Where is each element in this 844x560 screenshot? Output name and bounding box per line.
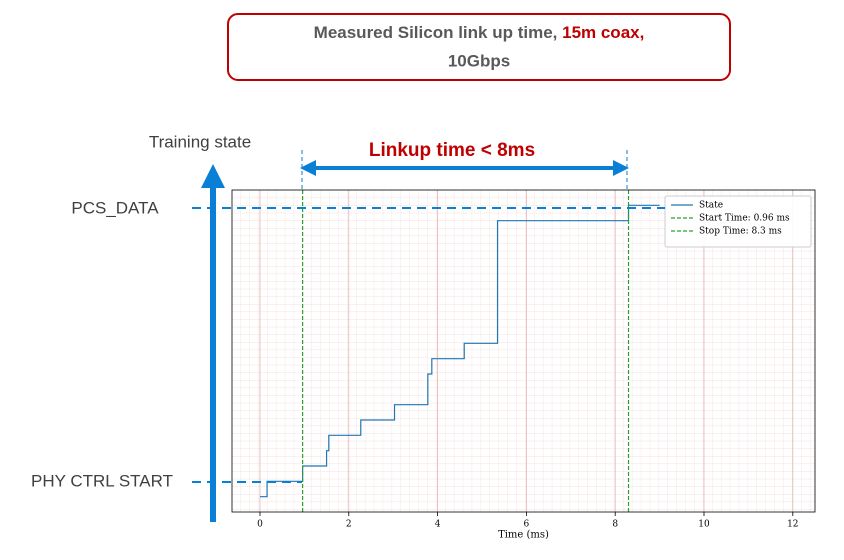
- state-label: PCS_DATA: [71, 198, 159, 217]
- legend-label: Stop Time: 8.3 ms: [699, 227, 782, 237]
- title-text: 10Gbps: [448, 51, 510, 70]
- title-highlight: 15m coax,: [562, 23, 644, 42]
- x-tick-label: 8: [612, 520, 618, 530]
- legend-box: [664, 195, 812, 248]
- x-tick-label: 2: [346, 520, 352, 530]
- legend-label: Start Time: 0.96 ms: [699, 214, 790, 224]
- x-tick-label: 10: [698, 520, 710, 530]
- x-tick-label: 0: [257, 520, 263, 530]
- x-axis-label: Time (ms): [498, 530, 549, 541]
- title-text: Measured Silicon link up time,: [314, 23, 562, 42]
- plot-frame: [231, 189, 816, 513]
- state-label: PHY CTRL START: [31, 471, 173, 490]
- y-caption: Training state: [149, 132, 251, 151]
- x-tick-label: 6: [524, 520, 530, 530]
- title: Measured Silicon link up time, 15m coax,: [314, 23, 645, 42]
- span-caption: Linkup time < 8ms: [369, 140, 535, 161]
- title-box: [227, 13, 731, 81]
- legend-label: State: [699, 201, 723, 211]
- x-tick-label: 4: [435, 520, 441, 530]
- x-tick-label: 12: [787, 520, 798, 530]
